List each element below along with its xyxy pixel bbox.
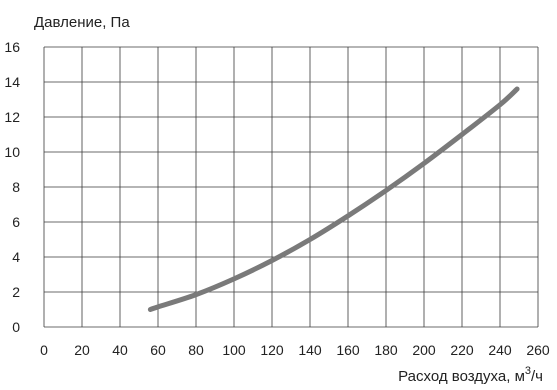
y-axis-label: Давление, Па — [34, 14, 130, 31]
y-tick-label: 14 — [4, 74, 20, 90]
y-tick-label: 12 — [4, 109, 20, 125]
y-tick-label: 2 — [12, 284, 20, 300]
y-tick-label: 16 — [4, 39, 20, 55]
x-tick-label: 140 — [298, 342, 322, 358]
x-axis-label: Расход воздуха, м3/ч — [398, 365, 543, 385]
x-tick-label: 40 — [112, 342, 128, 358]
x-axis-label-sup: 3 — [525, 365, 531, 377]
x-tick-label: 260 — [526, 342, 550, 358]
x-tick-label: 100 — [222, 342, 246, 358]
y-tick-label: 6 — [12, 214, 20, 230]
x-tick-label: 80 — [188, 342, 204, 358]
x-axis-label-base: Расход воздуха, м — [398, 368, 525, 385]
x-tick-label: 20 — [74, 342, 90, 358]
series-layer — [147, 86, 520, 312]
grid-lines — [43, 46, 539, 328]
x-tick-label: 120 — [260, 342, 284, 358]
x-tick-label: 160 — [336, 342, 360, 358]
series-line — [147, 86, 520, 312]
x-tick-label: 220 — [450, 342, 474, 358]
y-tick-label: 4 — [12, 249, 20, 265]
y-tick-label: 8 — [12, 179, 20, 195]
x-axis-ticks: 0 20 40 60 80 100 120 140 160 180 200 220 240 260 — [40, 342, 550, 358]
y-axis-ticks: 0 2 4 6 8 10 12 14 16 — [4, 39, 20, 335]
y-tick-label: 10 — [4, 144, 20, 160]
x-tick-label: 240 — [488, 342, 512, 358]
x-tick-label: 180 — [374, 342, 398, 358]
y-tick-label: 0 — [12, 319, 20, 335]
x-tick-label: 200 — [412, 342, 436, 358]
x-tick-label: 60 — [150, 342, 166, 358]
x-axis-label-tail: /ч — [531, 368, 543, 385]
x-tick-label: 0 — [40, 342, 48, 358]
